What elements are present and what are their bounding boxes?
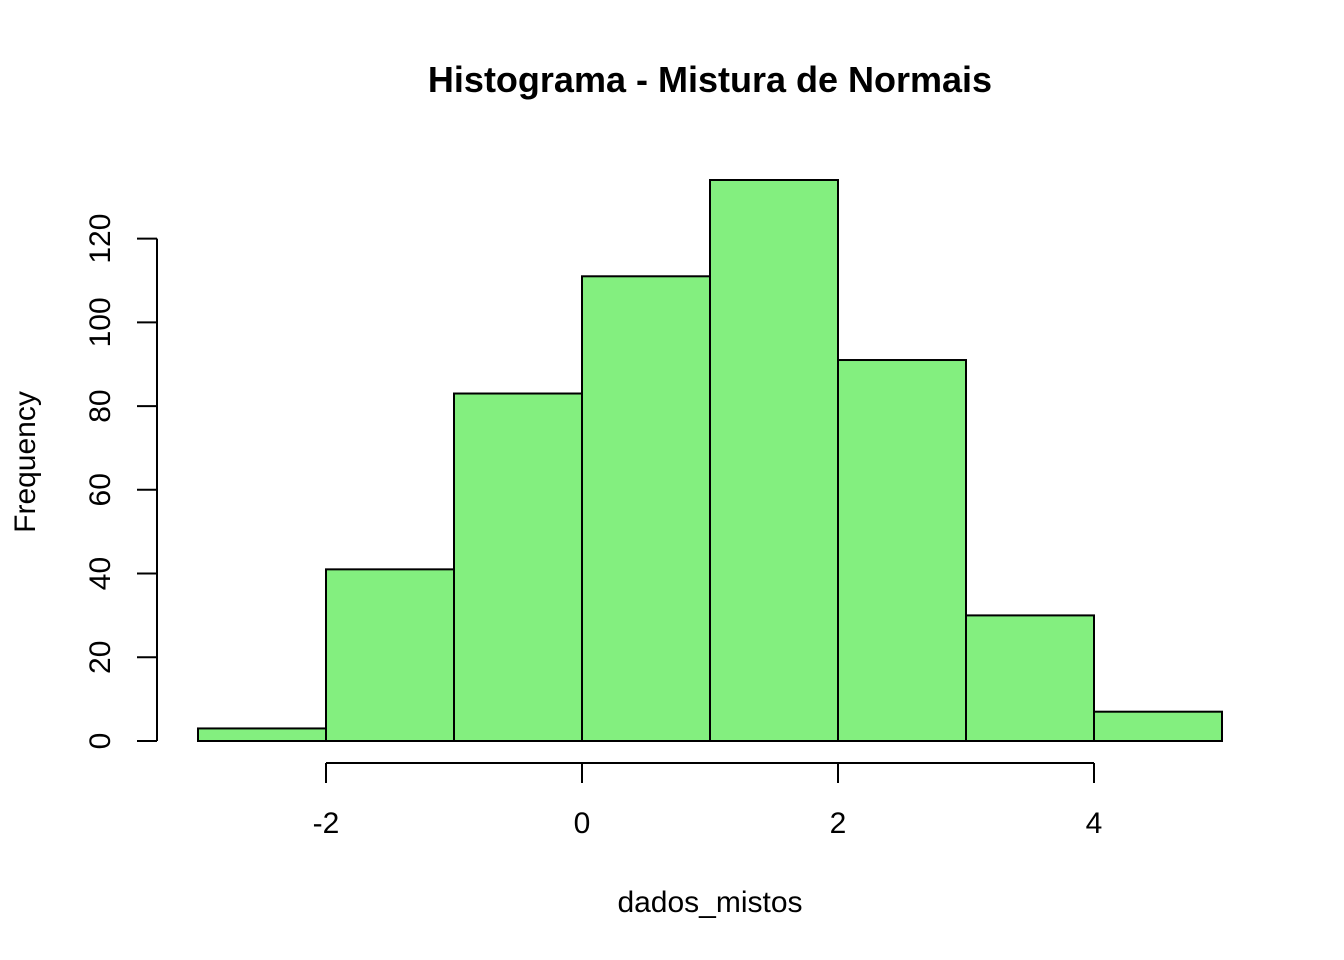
x-tick-label: -2 [313,807,340,840]
y-tick-label: 20 [84,641,117,674]
y-tick-label: 100 [84,297,117,347]
histogram-bar-1 [325,568,455,743]
y-tick-label: 80 [84,389,117,422]
histogram-bar-3 [581,275,711,742]
bars-group [197,179,1223,743]
y-tick-label: 0 [84,733,117,750]
y-axis: 0 20 40 60 80 100 120 [84,214,158,750]
x-axis-label: dados_mistos [617,886,802,919]
histogram-bar-5 [837,359,967,742]
x-tick-label: 0 [574,807,591,840]
x-tick-label: 4 [1086,807,1103,840]
x-tick-label: 2 [830,807,847,840]
histogram-bar-4 [709,179,839,742]
histogram-bar-6 [965,614,1095,743]
y-axis-label: Frequency [9,391,42,533]
y-tick-label: 40 [84,557,117,590]
y-tick-label: 120 [84,214,117,264]
chart-title: Histograma - Mistura de Normais [428,59,992,100]
histogram-bar-0 [197,727,327,743]
histogram-bar-2 [453,392,583,742]
x-axis: -2 0 2 4 [313,762,1103,840]
histogram-bar-7 [1093,710,1223,742]
y-tick-label: 60 [84,473,117,506]
